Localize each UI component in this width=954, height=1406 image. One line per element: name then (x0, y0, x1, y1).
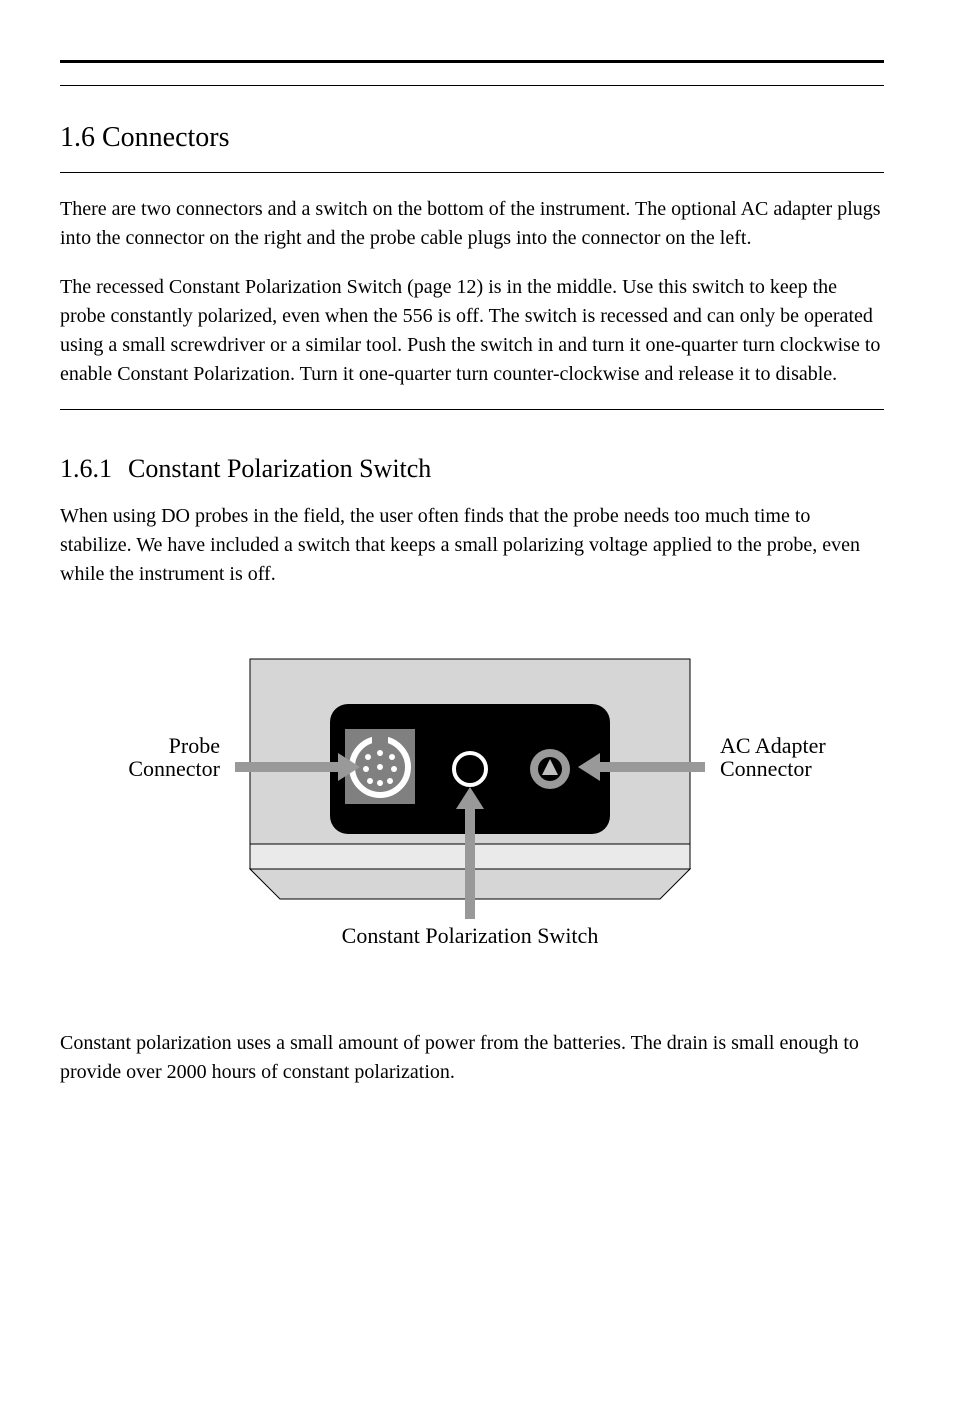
subsection-title: Constant Polarization Switch (128, 454, 431, 484)
subsection-title-row: 1.6.1 Constant Polarization Switch (60, 454, 884, 484)
callout-probe: Probe Connector (60, 734, 220, 780)
mid-rule (60, 409, 884, 410)
connector-figure: Probe Connector AC Adapter Connector Con… (60, 619, 880, 999)
subsection-number: 1.6.1 (60, 454, 112, 484)
top-thin-rule (60, 85, 884, 86)
section-para-2: The recessed Constant Polarization Switc… (60, 273, 884, 389)
cps-para-1: When using DO probes in the field, the u… (60, 502, 884, 589)
callout-probe-line1: Probe (169, 733, 220, 758)
section-title: 1.6 Connectors (60, 122, 884, 154)
callout-probe-line2: Connector (128, 756, 220, 781)
cps-para-2: Constant polarization uses a small amoun… (60, 1029, 884, 1087)
callout-ac-line2: Connector (720, 756, 812, 781)
section-para-1: There are two connectors and a switch on… (60, 195, 884, 253)
callout-ac: AC Adapter Connector (720, 734, 880, 780)
callout-cps: Constant Polarization Switch (60, 924, 880, 947)
callout-ac-line1: AC Adapter (720, 733, 826, 758)
